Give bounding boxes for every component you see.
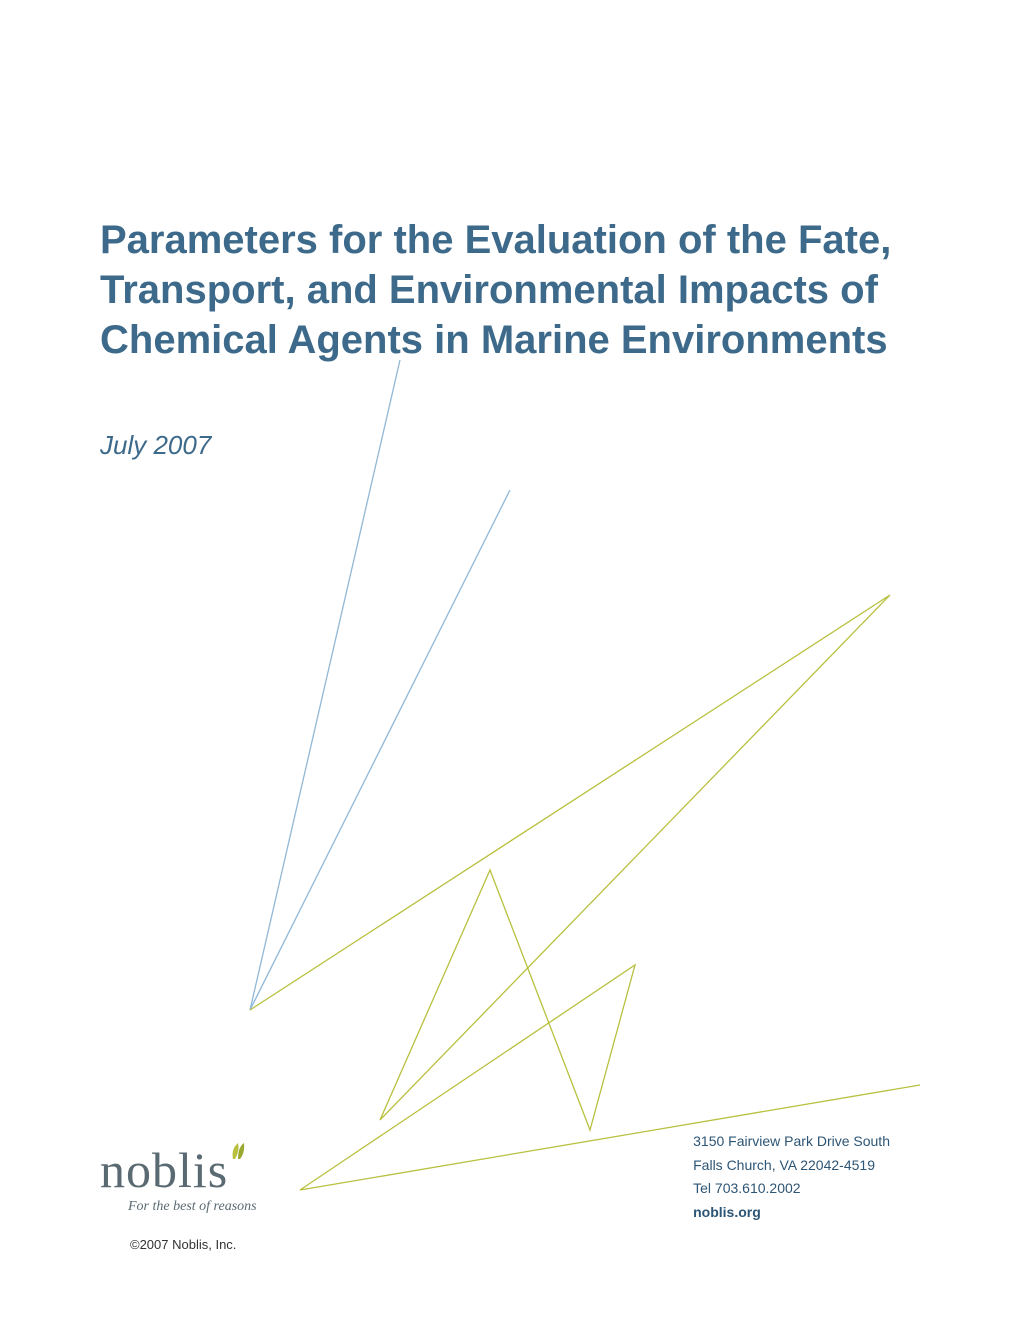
contact-block: 3150 Fairview Park Drive South Falls Chu… xyxy=(693,1130,890,1225)
website: noblis.org xyxy=(693,1201,890,1225)
logo-text: noblis xyxy=(100,1142,228,1198)
logo-tagline: For the best of reasons xyxy=(100,1199,257,1215)
copyright-notice: ©2007 Noblis, Inc. xyxy=(130,1237,236,1252)
address-line-2: Falls Church, VA 22042-4519 xyxy=(693,1154,890,1178)
document-date: July 2007 xyxy=(100,430,211,461)
leaf-icon xyxy=(230,1141,246,1161)
logo-block: noblis For the best of reasons xyxy=(100,1145,257,1215)
decorative-lines xyxy=(0,0,1020,1320)
address-line-1: 3150 Fairview Park Drive South xyxy=(693,1130,890,1154)
telephone: Tel 703.610.2002 xyxy=(693,1177,890,1201)
document-title: Parameters for the Evaluation of the Fat… xyxy=(100,215,920,365)
cover-page: Parameters for the Evaluation of the Fat… xyxy=(0,0,1020,1320)
logo-wordmark: noblis xyxy=(100,1145,257,1195)
